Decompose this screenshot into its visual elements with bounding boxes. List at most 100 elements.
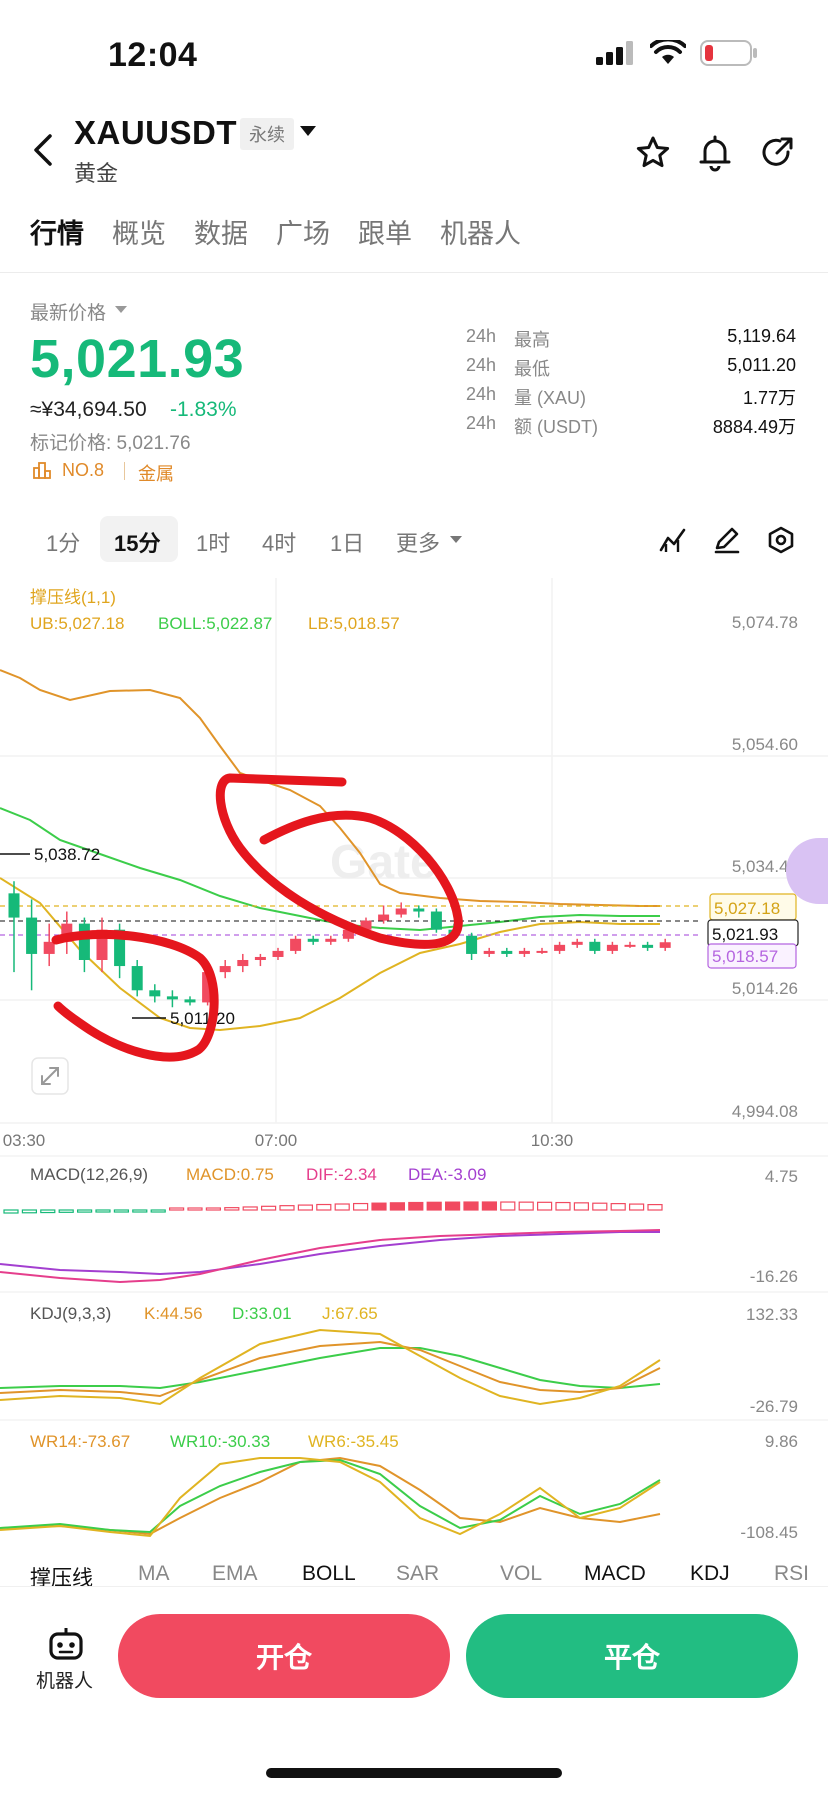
boll-mid-line bbox=[0, 807, 660, 932]
macd-bar bbox=[426, 1201, 442, 1211]
pair-dropdown-icon[interactable] bbox=[300, 126, 316, 136]
indicator-tab-ma[interactable]: MA bbox=[138, 1562, 170, 1585]
candle-body bbox=[395, 908, 407, 915]
kdj-j-line bbox=[0, 1328, 661, 1406]
candle-body bbox=[78, 923, 90, 960]
timeframe-4h[interactable]: 4时 bbox=[262, 531, 297, 556]
bell-icon[interactable] bbox=[696, 134, 734, 172]
macd-bar bbox=[445, 1201, 461, 1211]
indicator-tab-macd[interactable]: MACD bbox=[584, 1562, 646, 1585]
macd-bar bbox=[21, 1209, 37, 1214]
kdj-j-value: J:67.65 bbox=[322, 1304, 378, 1323]
x-tick: 07:00 bbox=[255, 1131, 298, 1150]
star-icon[interactable] bbox=[634, 134, 672, 172]
y-tick: 5,074.78 bbox=[732, 613, 798, 632]
indicator-tab-vol[interactable]: VOL bbox=[500, 1562, 543, 1585]
robot-icon[interactable] bbox=[46, 1626, 86, 1662]
indicator-tab-boll[interactable]: BOLL bbox=[302, 1562, 356, 1585]
annotation-scribble bbox=[215, 773, 463, 949]
candle-body bbox=[272, 950, 284, 957]
draw-pencil-icon[interactable] bbox=[712, 526, 742, 554]
boll-lb-label: LB:5,018.57 bbox=[308, 614, 400, 633]
tab-data[interactable]: 数据 bbox=[194, 219, 248, 249]
candle-body bbox=[624, 944, 636, 947]
macd-bar bbox=[518, 1201, 534, 1211]
category-badge[interactable]: 金属 bbox=[138, 464, 174, 484]
close-position-button[interactable]: 平仓 bbox=[466, 1614, 798, 1698]
macd-histogram bbox=[3, 1201, 663, 1214]
indicator-tabs: 撑压线 MA EMA BOLL SAR VOL MACD KDJ RSI bbox=[0, 1562, 828, 1586]
stat-value: 8884.49万 bbox=[712, 417, 796, 437]
macd-tick: 4.75 bbox=[765, 1167, 798, 1186]
rank-icon bbox=[33, 462, 51, 479]
tabs-divider bbox=[0, 272, 828, 273]
open-position-button[interactable]: 开仓 bbox=[118, 1614, 450, 1698]
indicator-tab-rsi[interactable]: RSI bbox=[774, 1562, 810, 1585]
candle-body bbox=[606, 944, 618, 951]
timeframe-1d[interactable]: 1日 bbox=[330, 531, 365, 556]
macd-title: MACD(12,26,9) bbox=[30, 1165, 148, 1184]
timeframe-1m[interactable]: 1分 bbox=[46, 531, 81, 556]
timeframe-15m[interactable]: 15分 bbox=[114, 531, 161, 556]
robot-label[interactable]: 机器人 bbox=[36, 1671, 94, 1692]
macd-bar bbox=[261, 1205, 277, 1211]
stat-turnover: 24h 额 (USDT) 8884.49万 bbox=[466, 413, 796, 439]
tab-robot[interactable]: 机器人 bbox=[440, 219, 521, 249]
stat-label: 额 (USDT) bbox=[514, 417, 598, 437]
indicator-chart-icon[interactable] bbox=[658, 526, 688, 554]
indicator-tab-kdj[interactable]: KDJ bbox=[690, 1562, 730, 1585]
tab-copy-trading[interactable]: 跟单 bbox=[358, 219, 412, 249]
rank-badge[interactable]: NO.8 bbox=[62, 460, 105, 480]
watermark-logo: Gate bbox=[330, 836, 437, 889]
stat-value: 1.77万 bbox=[742, 388, 796, 408]
macd-bar bbox=[58, 1209, 74, 1213]
last-price-label[interactable]: 最新价格 bbox=[30, 303, 107, 324]
tab-overview[interactable]: 概览 bbox=[112, 219, 166, 249]
price-chart[interactable]: Gate 撑压线(1,1) UB:5,027.18 BOLL:5,022.87 … bbox=[0, 578, 828, 1562]
candle-body bbox=[430, 911, 442, 930]
x-tick: 03:30 bbox=[3, 1131, 46, 1150]
candle-body bbox=[43, 941, 55, 954]
last-price-tag-text: 5,021.93 bbox=[712, 925, 778, 944]
boll-upper-line bbox=[0, 669, 660, 907]
candle-body bbox=[554, 944, 566, 951]
y-tick: 5,014.26 bbox=[732, 979, 798, 998]
back-arrow-icon[interactable] bbox=[26, 130, 62, 170]
timeframe-1h[interactable]: 1时 bbox=[196, 531, 231, 556]
timeframe-more-caret-icon[interactable] bbox=[450, 536, 462, 543]
x-tick: 10:30 bbox=[531, 1131, 574, 1150]
last-price-dropdown-icon[interactable] bbox=[115, 306, 127, 313]
candle-body bbox=[413, 908, 425, 912]
indicator-tab-support[interactable]: 撑压线 bbox=[30, 1567, 93, 1586]
candle-body bbox=[325, 938, 337, 942]
pair-symbol[interactable]: XAUUSDT bbox=[74, 114, 238, 151]
macd-dif-line bbox=[0, 1229, 661, 1284]
pair-subtitle: 黄金 bbox=[74, 161, 119, 186]
indicator-tab-sar[interactable]: SAR bbox=[396, 1562, 440, 1585]
signal-icon bbox=[596, 41, 633, 65]
tab-square[interactable]: 广场 bbox=[276, 219, 330, 249]
indicator-tab-ema[interactable]: EMA bbox=[212, 1562, 258, 1585]
wr-tick: 9.86 bbox=[765, 1432, 798, 1451]
rank-separator bbox=[124, 462, 125, 480]
kdj-d-line bbox=[0, 1347, 661, 1390]
candle-body bbox=[589, 941, 601, 951]
wr10-line bbox=[0, 1458, 661, 1534]
macd-bar bbox=[242, 1206, 258, 1211]
candle-body bbox=[202, 972, 214, 1003]
candle-body bbox=[360, 920, 372, 930]
chart-grid bbox=[0, 578, 828, 1124]
macd-bar bbox=[536, 1201, 553, 1211]
share-icon[interactable] bbox=[758, 134, 796, 172]
macd-bar bbox=[3, 1209, 19, 1214]
macd-bar bbox=[500, 1201, 516, 1211]
fullscreen-icon[interactable] bbox=[31, 1057, 69, 1095]
macd-bar bbox=[187, 1207, 203, 1211]
low-marker-label: 5,011.20 bbox=[170, 1009, 235, 1028]
tab-market[interactable]: 行情 bbox=[30, 219, 84, 249]
timeframe-more[interactable]: 更多 bbox=[396, 531, 441, 556]
chart-settings-icon[interactable] bbox=[766, 526, 796, 554]
kdj-tick: -26.79 bbox=[750, 1397, 798, 1416]
candle-body bbox=[536, 950, 548, 953]
macd-bar bbox=[297, 1204, 313, 1211]
